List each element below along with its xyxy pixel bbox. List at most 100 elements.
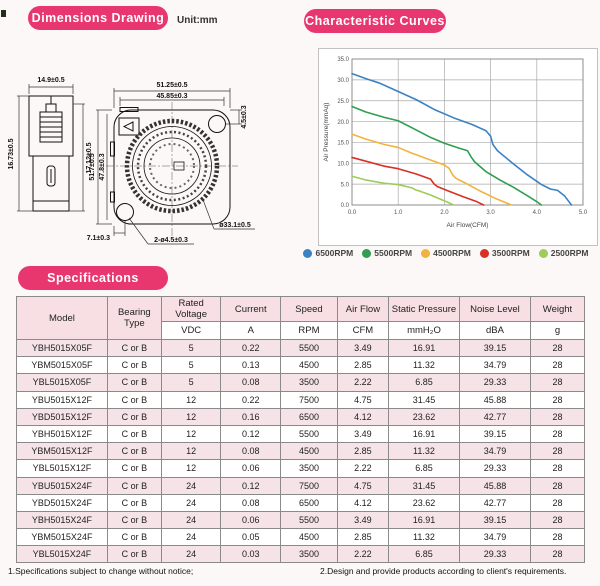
table-cell: 6.85 [387,373,460,392]
table-cell: 23.62 [387,407,460,426]
table-cell: C or B [106,407,162,426]
svg-text:Air Pressure(mmAq): Air Pressure(mmAq) [323,103,330,162]
table-cell: C or B [106,390,162,409]
svg-text:2.0: 2.0 [440,210,449,216]
table-cell: 0.12 [220,424,282,444]
table-cell: C or B [106,356,162,375]
col-header-bearing-type: Bearing Type [106,296,162,340]
table-cell: 2.22 [336,545,389,564]
chart-legend: 6500RPM 5500RPM 4500RPM 3500RPM 2500RPM [296,248,596,258]
table-row: YBL5015X24F C or B 24 0.03 3500 2.22 6.85 29.33… [16,545,586,564]
svg-text:4.0: 4.0 [533,210,542,216]
corner-mark [1,10,6,17]
side-view-dim-lines [17,84,85,212]
unit-label: Unit:mm [177,15,218,26]
table-cell: 2.85 [336,528,389,547]
table-cell: C or B [106,338,162,358]
dim-label-side-left: 16.73±0.5 [8,138,15,169]
table-cell: 16.91 [387,510,460,530]
spec-table-body: YBH5015X05F C or B 5 0.22 5500 3.49 16.91 39.15… [16,338,586,564]
table-cell: 42.77 [458,493,531,512]
table-cell: 28 [529,442,586,461]
table-cell: YBU5015X12F [16,390,108,409]
table-cell: 28 [529,338,586,358]
dim-label-front-top-inner: 45.85±0.3 [156,93,187,100]
svg-text:0.0: 0.0 [341,203,350,209]
table-cell: C or B [106,424,162,444]
table-cell: 12 [160,442,222,461]
dim-label-front-circle: ø33.1±0.5 [219,222,251,229]
characteristic-curves-chart: 0.0 5.0 10.0 15.0 20.0 25.0 30.0 35.0 0.0 1.0 2.0 3… [323,57,588,229]
table-cell: 4500 [280,442,338,461]
table-cell: 3500 [280,545,338,564]
table-cell: 23.62 [387,493,460,512]
table-cell: 5 [160,338,222,358]
table-row: YBM5015X12F C or B 12 0.08 4500 2.85 11.32 34.7… [16,442,586,461]
svg-text:Air Flow(CFM): Air Flow(CFM) [447,222,489,229]
footnote-2: 2.Design and provide products according … [320,566,567,576]
dim-label-side-right: 17.12±0.5 [86,142,93,173]
table-cell: 0.06 [220,510,282,530]
table-cell: 16.91 [387,424,460,444]
legend-item: 4500RPM [421,248,471,258]
svg-text:35.0: 35.0 [337,57,349,63]
table-row: YBU5015X24F C or B 24 0.12 7500 4.75 31.45 45.8… [16,476,586,495]
table-cell: 12 [160,459,222,478]
dim-label-front-left-outer: 51.7±0.5 [89,153,96,180]
legend-label: 3500RPM [491,248,530,258]
table-cell: C or B [106,510,162,530]
table-cell: 24 [160,493,222,512]
table-cell: 31.45 [387,476,460,495]
table-cell: 2.85 [336,356,389,375]
table-cell: 3500 [280,459,338,478]
table-cell: 11.32 [387,528,460,547]
table-row: YBH5015X12F C or B 12 0.12 5500 3.49 16.91 39.1… [16,424,586,444]
table-cell: 4.75 [336,390,389,409]
table-cell: 4.75 [336,476,389,495]
table-cell: 24 [160,510,222,530]
table-cell: 3500 [280,373,338,392]
dim-label-front-top-outer: 51.25±0.5 [156,82,187,89]
col-header-rated-voltage: Rated Voltage [160,296,222,322]
svg-text:0.0: 0.0 [348,210,357,216]
table-row: YBL5015X12F C or B 12 0.06 3500 2.22 6.85 29.33… [16,459,586,478]
unit-cfm: CFM [336,321,389,340]
table-cell: C or B [106,476,162,495]
table-cell: 28 [529,373,586,392]
table-cell: 31.45 [387,390,460,409]
svg-text:25.0: 25.0 [337,99,349,105]
col-header-static-pressure: Static Pressure [387,296,460,322]
spec-table: Model Bearing Type Rated Voltage Current… [16,296,586,564]
table-cell: 28 [529,424,586,444]
table-row: YBU5015X12F C or B 12 0.22 7500 4.75 31.45 45.8… [16,390,586,409]
table-cell: 28 [529,528,586,547]
table-cell: 28 [529,407,586,426]
table-cell: YBM5015X12F [16,442,108,461]
table-cell: 28 [529,356,586,375]
table-cell: 0.13 [220,356,282,375]
table-cell: 39.15 [458,424,531,444]
table-cell: 6500 [280,407,338,426]
legend-dot [303,248,313,258]
legend-label: 2500RPM [550,248,589,258]
table-cell: C or B [106,545,162,564]
table-cell: 6.85 [387,459,460,478]
legend-dot [479,248,489,258]
col-header-speed: Speed [280,296,338,322]
svg-text:20.0: 20.0 [337,120,349,126]
table-cell: 12 [160,424,222,444]
table-cell: 6.85 [387,545,460,564]
legend-dot [421,248,431,258]
legend-item: 5500RPM [362,248,412,258]
table-cell: 5500 [280,338,338,358]
table-cell: 2.85 [336,442,389,461]
table-cell: 0.12 [220,476,282,495]
table-cell: 34.79 [458,528,531,547]
table-cell: YBL5015X12F [16,459,108,478]
table-cell: 4500 [280,356,338,375]
table-cell: YBL5015X05F [16,373,108,392]
table-row: YBD5015X24F C or B 24 0.08 6500 4.12 23.62 42.7… [16,493,586,512]
table-cell: 42.77 [458,407,531,426]
table-cell: 2.22 [336,459,389,478]
table-cell: C or B [106,493,162,512]
